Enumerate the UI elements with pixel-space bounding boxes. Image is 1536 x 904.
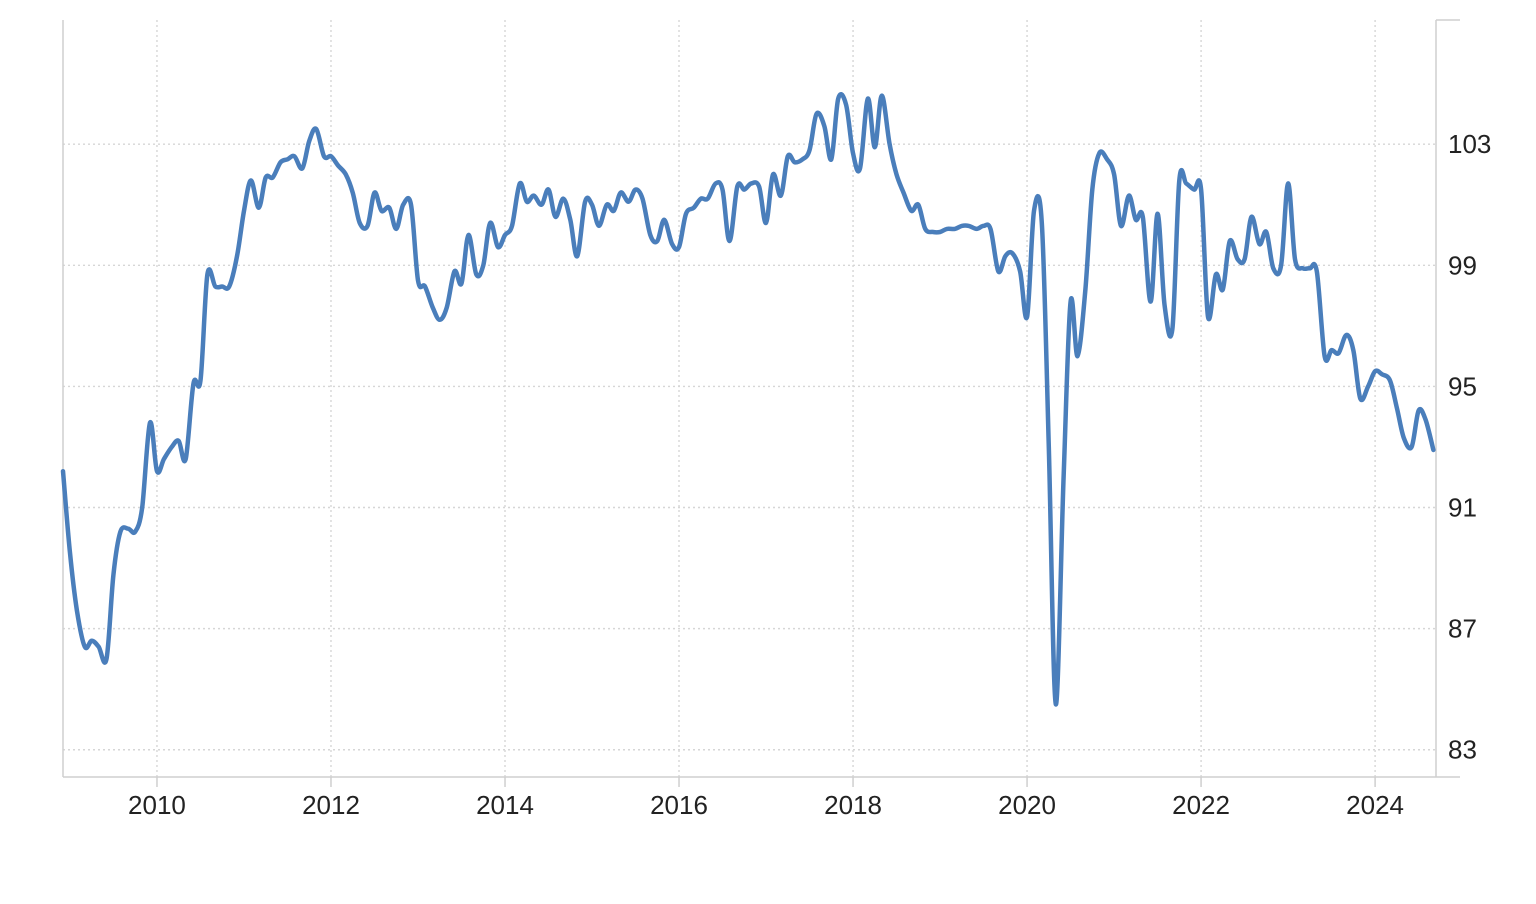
x-tick-label: 2022: [1172, 790, 1230, 820]
y-tick-label: 95: [1448, 371, 1477, 401]
y-axis-tick-labels: 83 87 91 95 99 103: [1448, 129, 1491, 765]
y-tick-label: 99: [1448, 250, 1477, 280]
x-tick-label: 2024: [1346, 790, 1404, 820]
y-tick-label: 83: [1448, 735, 1477, 765]
series-group: [60, 91, 1436, 707]
x-tick-label: 2016: [650, 790, 708, 820]
chart-axes: [62, 19, 1460, 787]
x-gridlines: [156, 20, 1376, 777]
y-tick-label: 87: [1448, 614, 1477, 644]
x-tick-label: 2010: [128, 790, 186, 820]
x-tick-label: 2014: [476, 790, 534, 820]
y-tick-label: 91: [1448, 493, 1477, 523]
x-tick-label: 2020: [998, 790, 1056, 820]
y-tick-label: 103: [1448, 129, 1491, 159]
x-tick-label: 2018: [824, 790, 882, 820]
y-gridlines: [63, 143, 1436, 751]
x-axis-tick-labels: 2010 2012 2014 2016 2018 2020 2022 2024: [128, 790, 1404, 820]
x-tick-label: 2012: [302, 790, 360, 820]
series-line: [60, 91, 1436, 707]
